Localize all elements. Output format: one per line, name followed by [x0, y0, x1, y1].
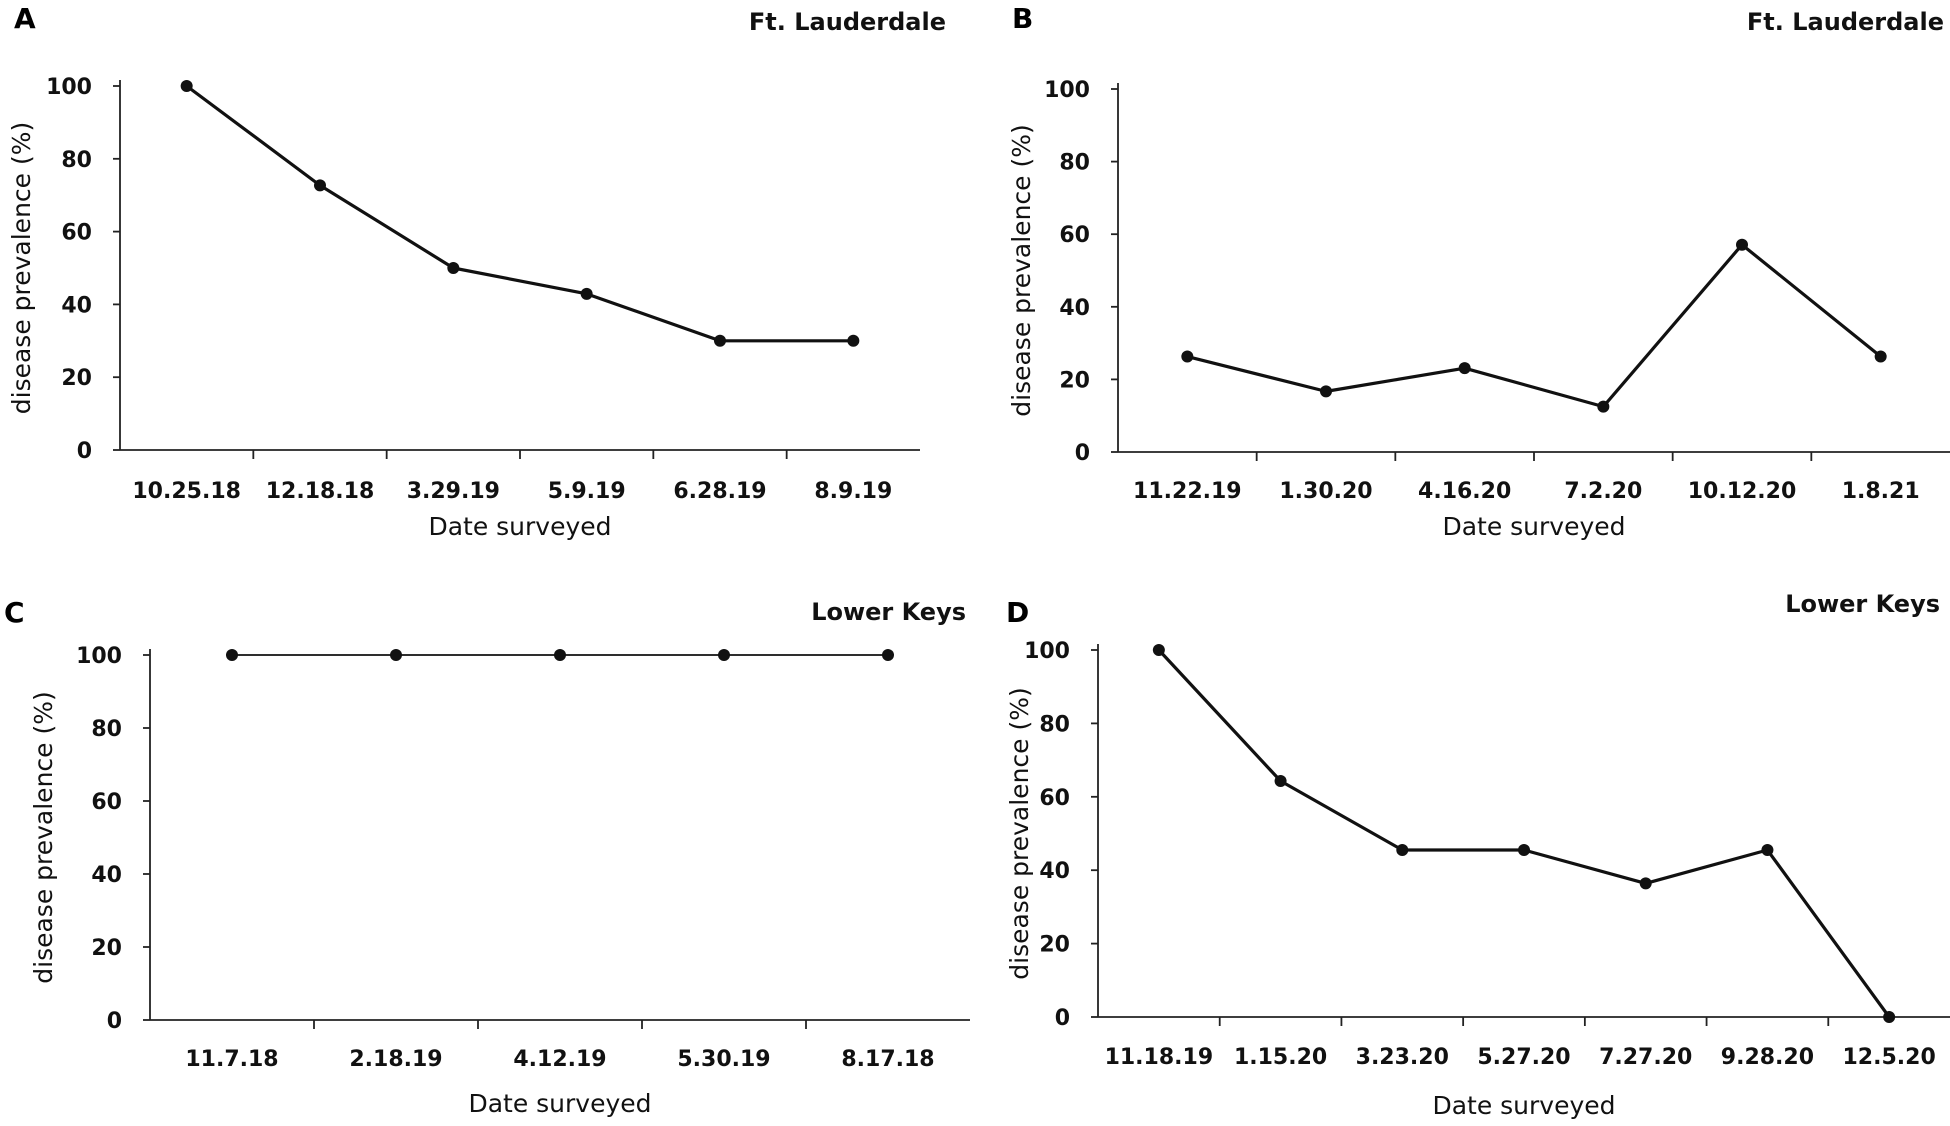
chart-panel-d: D Lower Keys 0 20 40 60 80 100 11.18.19 1.15.20 3.… [1005, 590, 1950, 1120]
site-title: Ft. Lauderdale [749, 8, 946, 36]
panel-letter: C [4, 596, 25, 629]
y-tick-label: 0 [1075, 441, 1090, 466]
y-tick-label: 80 [91, 717, 122, 742]
y-axis-label: disease prevalence (%) [7, 122, 36, 415]
x-tick-label: 8.17.18 [841, 1047, 934, 1072]
y-tick-label: 40 [91, 863, 122, 888]
data-point [447, 262, 460, 274]
x-tick-label: 6.28.19 [673, 479, 766, 504]
data-point [1518, 844, 1530, 857]
data-point [1761, 844, 1774, 857]
data-point [580, 287, 593, 300]
x-tick-label: 2.18.19 [349, 1047, 442, 1072]
panel-letter: A [14, 2, 36, 35]
site-title: Ft. Lauderdale [1747, 8, 1944, 36]
y-tick-label: 60 [1059, 223, 1090, 248]
data-point [1597, 400, 1610, 413]
y-axis-label: disease prevalence (%) [1007, 124, 1036, 417]
data-point [1736, 238, 1748, 251]
x-axis-label: Date surveyed [428, 512, 611, 541]
data-point [1883, 1011, 1896, 1023]
y-tick-label: 20 [1059, 368, 1090, 393]
site-title: Lower Keys [1785, 590, 1940, 618]
data-point [718, 649, 730, 661]
x-tick-label: 12.18.18 [266, 479, 375, 504]
data-point [554, 649, 566, 661]
x-tick-label: 4.16.20 [1418, 479, 1511, 504]
data-point [1639, 877, 1652, 890]
x-tick-label: 11.7.18 [185, 1047, 278, 1072]
x-tick-label: 1.15.20 [1234, 1045, 1327, 1070]
x-tick-label: 4.12.19 [513, 1047, 606, 1072]
series-line [1157, 648, 1891, 1018]
y-tick-label: 0 [107, 1009, 122, 1034]
data-point [847, 334, 860, 347]
x-tick-label: 1.30.20 [1279, 479, 1372, 504]
y-tick-label: 40 [1039, 859, 1070, 884]
y-tick-label: 20 [1039, 933, 1070, 958]
y-tick-label: 60 [61, 221, 92, 246]
x-tick-label: 5.30.19 [677, 1047, 770, 1072]
data-point [1274, 775, 1287, 788]
y-axis-label: disease prevalence (%) [1005, 687, 1034, 980]
data-point [180, 80, 193, 92]
y-tick-label: 40 [1059, 296, 1090, 321]
series-line [1186, 243, 1882, 409]
chart-panel-a: A Ft. Lauderdale 0 20 40 60 80 100 10.25.18 12.18… [7, 2, 946, 541]
data-point [882, 649, 894, 661]
chart-panel-b: B Ft. Lauderdale 0 20 40 60 80 100 11.22.19 1.30.… [1007, 2, 1950, 541]
data-point [1458, 362, 1471, 375]
x-axis-label: Date surveyed [468, 1089, 651, 1118]
y-tick-label: 80 [61, 148, 92, 173]
y-tick-label: 60 [91, 790, 122, 815]
y-tick-label: 20 [61, 366, 92, 391]
data-point [714, 334, 726, 347]
x-tick-label: 12.5.20 [1843, 1045, 1936, 1070]
data-point [314, 179, 326, 192]
y-tick-label: 100 [76, 644, 122, 669]
y-tick-label: 100 [1024, 639, 1070, 664]
data-point [1152, 644, 1165, 656]
y-tick-label: 20 [91, 936, 122, 961]
x-tick-label: 10.12.20 [1688, 479, 1797, 504]
x-tick-label: 11.22.19 [1133, 479, 1242, 504]
x-tick-label: 5.9.19 [548, 479, 626, 504]
x-tick-label: 11.18.19 [1105, 1045, 1214, 1070]
x-tick-label: 8.9.19 [814, 479, 892, 504]
y-tick-label: 100 [46, 75, 92, 100]
x-axis-label: Date surveyed [1432, 1091, 1615, 1120]
x-tick-label: 7.2.20 [1564, 479, 1642, 504]
data-point [1874, 350, 1887, 363]
x-tick-label: 3.23.20 [1356, 1045, 1449, 1070]
data-point [1396, 844, 1409, 857]
x-tick-label: 10.25.18 [132, 479, 241, 504]
data-point [1181, 350, 1194, 363]
chart-panel-c: C Lower Keys 0 20 40 60 80 100 11.7.18 2.18.19 4.1… [4, 596, 970, 1118]
site-title: Lower Keys [811, 598, 966, 626]
y-tick-label: 40 [61, 293, 92, 318]
x-tick-label: 9.28.20 [1721, 1045, 1814, 1070]
series-line [185, 84, 854, 343]
y-tick-label: 0 [1055, 1006, 1070, 1031]
y-tick-label: 80 [1059, 151, 1090, 176]
x-tick-label: 5.27.20 [1477, 1045, 1570, 1070]
y-tick-label: 100 [1044, 78, 1090, 103]
x-tick-label: 3.29.19 [407, 479, 500, 504]
panel-letter: B [1012, 2, 1033, 35]
y-tick-label: 60 [1039, 786, 1070, 811]
x-tick-label: 1.8.21 [1842, 479, 1920, 504]
x-tick-label: 7.27.20 [1599, 1045, 1692, 1070]
y-tick-label: 0 [77, 439, 92, 464]
data-point [226, 649, 238, 661]
data-point [1320, 385, 1332, 398]
x-axis-label: Date surveyed [1442, 512, 1625, 541]
y-tick-label: 80 [1039, 712, 1070, 737]
data-point [390, 649, 402, 661]
panel-letter: D [1006, 596, 1029, 629]
y-axis-label: disease prevalence (%) [29, 691, 58, 984]
